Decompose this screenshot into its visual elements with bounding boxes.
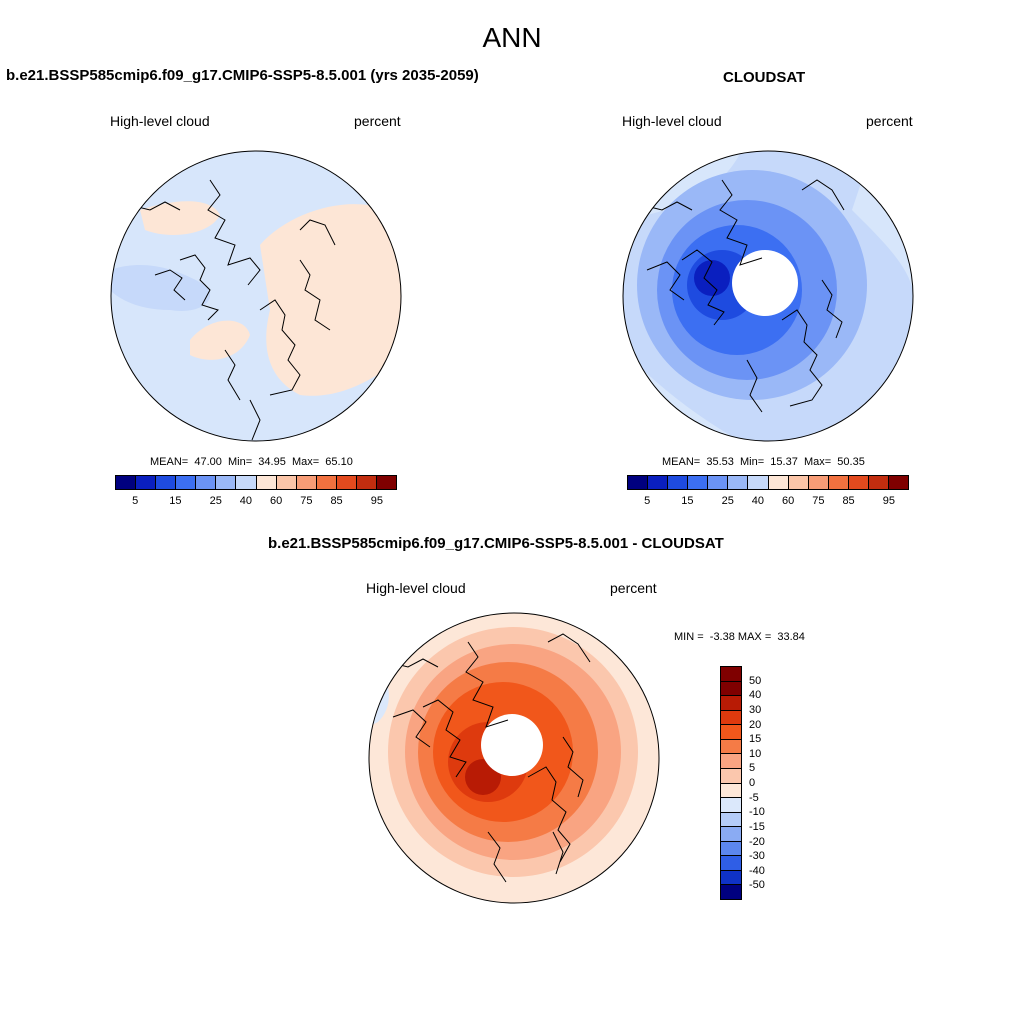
diff-colorbar-cell <box>721 667 741 682</box>
model-panel-title: b.e21.BSSP585cmip6.f09_g17.CMIP6-SSP5-8.… <box>6 67 479 84</box>
model-polar-map <box>110 150 402 442</box>
obs-colorbar-tick: 40 <box>751 495 765 507</box>
model-colorbar-tick: 85 <box>330 495 343 507</box>
model-colorbar-tick: 60 <box>270 495 283 507</box>
obs-colorbar-tick: 95 <box>882 495 895 507</box>
diff-units-label: percent <box>610 580 657 596</box>
model-stats: MEAN= 47.00 Min= 34.95 Max= 65.10 <box>150 456 353 468</box>
model-colorbar-cell <box>276 476 297 489</box>
model-colorbar-tick: 5 <box>132 495 139 507</box>
model-variable-label: High-level cloud <box>110 113 210 129</box>
obs-units-label: percent <box>866 113 913 129</box>
diff-colorbar-tick: -20 <box>749 835 765 848</box>
diff-colorbar-cell <box>721 885 741 899</box>
diff-colorbar-cell <box>721 768 741 784</box>
model-colorbar-cell <box>316 476 337 489</box>
model-colorbar-cell <box>176 476 197 489</box>
diff-colorbar-tick: -10 <box>749 806 765 819</box>
model-colorbar-cell <box>296 476 317 489</box>
obs-colorbar-cell <box>768 476 789 489</box>
model-units-label: percent <box>354 113 401 129</box>
model-colorbar-cell <box>236 476 257 489</box>
model-colorbar-tick: 40 <box>239 495 253 507</box>
obs-colorbar-tick: 25 <box>721 495 734 507</box>
obs-colorbar-cell <box>889 476 909 489</box>
diff-colorbar-cell <box>721 754 741 769</box>
obs-colorbar-cell <box>628 476 649 489</box>
obs-colorbar-cell <box>648 476 669 489</box>
diff-panel-title: b.e21.BSSP585cmip6.f09_g17.CMIP6-SSP5-8.… <box>268 535 724 552</box>
diff-colorbar-cell <box>721 827 741 842</box>
obs-colorbar-tick: 15 <box>681 495 694 507</box>
figure-title: ANN <box>482 22 542 53</box>
obs-colorbar-tick: 60 <box>782 495 795 507</box>
diff-colorbar-tick: -15 <box>749 820 765 833</box>
obs-colorbar-cell <box>828 476 849 489</box>
obs-colorbar-ticks: 5 15 25 40 60 75 85 95 <box>627 495 909 509</box>
diff-colorbar-cell <box>721 725 741 740</box>
obs-polar-map <box>622 150 914 442</box>
diff-colorbar-tick: 50 <box>749 674 762 687</box>
model-colorbar-cell <box>156 476 177 489</box>
obs-colorbar-cell <box>668 476 689 489</box>
obs-colorbar-tick: 75 <box>812 495 825 507</box>
model-colorbar <box>115 475 397 490</box>
model-colorbar-cell <box>216 476 237 489</box>
obs-colorbar-tick: 85 <box>842 495 855 507</box>
model-colorbar-cell <box>196 476 217 489</box>
diff-colorbar-cell <box>721 841 741 857</box>
obs-variable-label: High-level cloud <box>622 113 722 129</box>
diff-variable-label: High-level cloud <box>366 580 466 596</box>
model-colorbar-ticks: 5 15 25 40 60 75 85 95 <box>115 495 397 509</box>
diff-colorbar-tick: -40 <box>749 864 765 877</box>
diff-colorbar-tick: 30 <box>749 703 762 716</box>
diff-colorbar-cell <box>721 739 741 755</box>
diff-colorbar-cell <box>721 783 741 799</box>
obs-colorbar-cell <box>728 476 749 489</box>
diff-colorbar-cell <box>721 681 741 697</box>
obs-colorbar-cell <box>808 476 829 489</box>
obs-colorbar-cell <box>868 476 890 489</box>
obs-colorbar-cell <box>788 476 809 489</box>
model-colorbar-cell <box>356 476 378 489</box>
obs-colorbar <box>627 475 909 490</box>
diff-colorbar-cell <box>721 696 741 711</box>
diff-polar-map <box>368 612 660 904</box>
diff-colorbar-cell <box>721 856 741 871</box>
model-colorbar-tick: 15 <box>169 495 182 507</box>
diff-colorbar-tick: -50 <box>749 879 765 892</box>
obs-colorbar-cell <box>688 476 709 489</box>
obs-colorbar-cell <box>748 476 769 489</box>
obs-colorbar-cell <box>848 476 869 489</box>
diff-colorbar-tick: 10 <box>749 747 762 760</box>
obs-stats: MEAN= 35.53 Min= 15.37 Max= 50.35 <box>662 456 865 468</box>
diff-colorbar-tick: -30 <box>749 850 765 863</box>
diff-colorbar-tick: -5 <box>749 791 759 804</box>
diff-colorbar-tick: 20 <box>749 718 762 731</box>
model-colorbar-cell <box>256 476 277 489</box>
model-colorbar-tick: 25 <box>209 495 222 507</box>
model-colorbar-cell <box>377 476 397 489</box>
model-colorbar-cell <box>116 476 137 489</box>
diff-colorbar-tick: 5 <box>749 762 756 775</box>
diff-colorbar-cell <box>721 798 741 813</box>
diff-colorbar-tick: 40 <box>749 689 762 702</box>
model-colorbar-tick: 75 <box>300 495 313 507</box>
diff-colorbar <box>720 666 742 900</box>
obs-colorbar-tick: 5 <box>644 495 651 507</box>
diff-colorbar-ticks: 50 40 30 20 15 10 5 0 -5 -10 -15 -20 -30 -40 -50 <box>749 666 789 900</box>
model-colorbar-tick: 95 <box>370 495 383 507</box>
diff-stats: MIN = -3.38 MAX = 33.84 <box>674 631 805 643</box>
obs-colorbar-cell <box>708 476 729 489</box>
diff-colorbar-cell <box>721 710 741 726</box>
model-colorbar-cell <box>136 476 157 489</box>
diff-colorbar-tick: 15 <box>749 733 762 746</box>
diff-colorbar-cell <box>721 870 741 886</box>
diff-colorbar-tick: 0 <box>749 777 756 789</box>
model-colorbar-cell <box>336 476 357 489</box>
obs-panel-title: CLOUDSAT <box>723 69 806 86</box>
diff-colorbar-cell <box>721 812 741 828</box>
